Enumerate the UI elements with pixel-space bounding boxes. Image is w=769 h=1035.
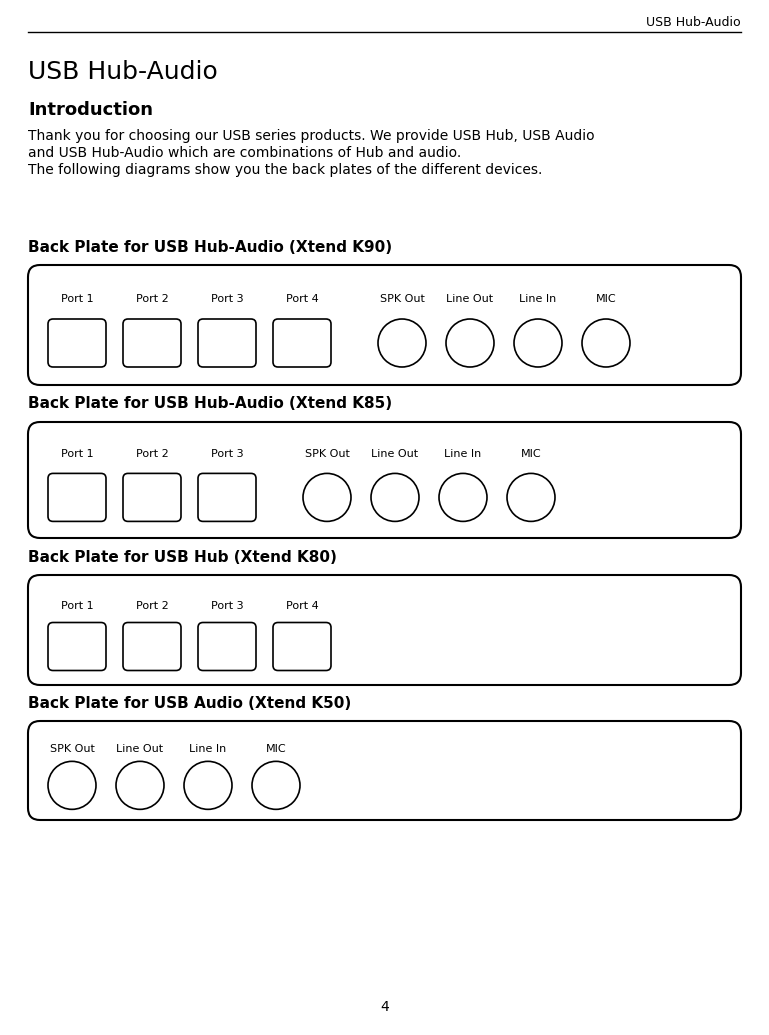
Text: Line In: Line In xyxy=(444,449,481,460)
Ellipse shape xyxy=(378,319,426,367)
Text: Back Plate for USB Audio (Xtend K50): Back Plate for USB Audio (Xtend K50) xyxy=(28,696,351,710)
Text: Port 1: Port 1 xyxy=(61,449,93,460)
Text: Back Plate for USB Hub-Audio (Xtend K90): Back Plate for USB Hub-Audio (Xtend K90) xyxy=(28,239,392,255)
PathPatch shape xyxy=(28,265,741,385)
Ellipse shape xyxy=(514,319,562,367)
PathPatch shape xyxy=(28,721,741,820)
Text: Port 3: Port 3 xyxy=(211,600,243,611)
Ellipse shape xyxy=(48,762,96,809)
Text: Line Out: Line Out xyxy=(116,744,164,753)
Ellipse shape xyxy=(446,319,494,367)
Text: Port 3: Port 3 xyxy=(211,449,243,460)
PathPatch shape xyxy=(198,319,256,367)
Ellipse shape xyxy=(184,762,232,809)
Ellipse shape xyxy=(582,319,630,367)
PathPatch shape xyxy=(198,622,256,671)
Text: MIC: MIC xyxy=(521,449,541,460)
Ellipse shape xyxy=(439,473,487,522)
Text: Back Plate for USB Hub (Xtend K80): Back Plate for USB Hub (Xtend K80) xyxy=(28,550,337,564)
Ellipse shape xyxy=(303,473,351,522)
PathPatch shape xyxy=(273,319,331,367)
Text: and USB Hub-Audio which are combinations of Hub and audio.: and USB Hub-Audio which are combinations… xyxy=(28,146,461,160)
Text: Port 2: Port 2 xyxy=(135,600,168,611)
Text: SPK Out: SPK Out xyxy=(305,449,349,460)
Text: Port 3: Port 3 xyxy=(211,294,243,303)
PathPatch shape xyxy=(48,319,106,367)
Text: SPK Out: SPK Out xyxy=(380,294,424,303)
Text: MIC: MIC xyxy=(265,744,286,753)
PathPatch shape xyxy=(48,622,106,671)
Ellipse shape xyxy=(507,473,555,522)
Text: Line In: Line In xyxy=(189,744,227,753)
Text: Port 2: Port 2 xyxy=(135,294,168,303)
PathPatch shape xyxy=(123,473,181,522)
Ellipse shape xyxy=(116,762,164,809)
PathPatch shape xyxy=(123,319,181,367)
PathPatch shape xyxy=(198,473,256,522)
Text: Thank you for choosing our USB series products. We provide USB Hub, USB Audio: Thank you for choosing our USB series pr… xyxy=(28,129,594,143)
PathPatch shape xyxy=(48,473,106,522)
Ellipse shape xyxy=(371,473,419,522)
Text: The following diagrams show you the back plates of the different devices.: The following diagrams show you the back… xyxy=(28,162,542,177)
Text: Introduction: Introduction xyxy=(28,101,153,119)
Text: Port 1: Port 1 xyxy=(61,294,93,303)
Text: USB Hub-Audio: USB Hub-Audio xyxy=(647,16,741,29)
Text: Port 4: Port 4 xyxy=(285,600,318,611)
Ellipse shape xyxy=(252,762,300,809)
Text: Port 4: Port 4 xyxy=(285,294,318,303)
Text: MIC: MIC xyxy=(596,294,616,303)
Text: Back Plate for USB Hub-Audio (Xtend K85): Back Plate for USB Hub-Audio (Xtend K85) xyxy=(28,396,392,412)
PathPatch shape xyxy=(28,422,741,538)
PathPatch shape xyxy=(273,622,331,671)
Text: Port 2: Port 2 xyxy=(135,449,168,460)
PathPatch shape xyxy=(123,622,181,671)
Text: Port 1: Port 1 xyxy=(61,600,93,611)
Text: Line Out: Line Out xyxy=(371,449,418,460)
Text: SPK Out: SPK Out xyxy=(49,744,95,753)
Text: 4: 4 xyxy=(380,1000,389,1014)
Text: USB Hub-Audio: USB Hub-Audio xyxy=(28,60,218,84)
Text: Line In: Line In xyxy=(519,294,557,303)
PathPatch shape xyxy=(28,575,741,685)
Text: Line Out: Line Out xyxy=(447,294,494,303)
